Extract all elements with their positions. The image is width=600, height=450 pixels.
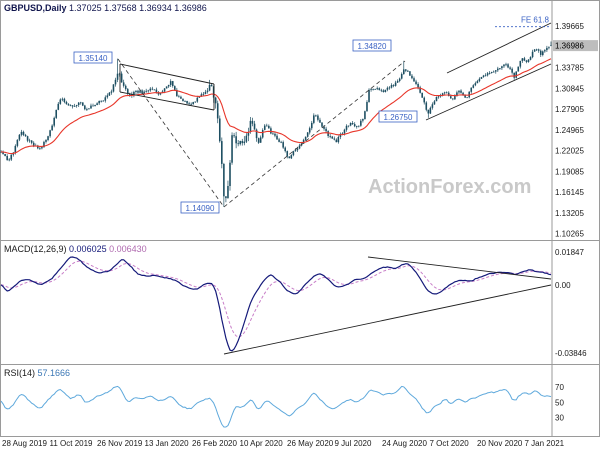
svg-text:1.24965: 1.24965: [555, 126, 584, 135]
svg-text:0.01847: 0.01847: [555, 248, 584, 257]
current-price-marker: [553, 40, 598, 52]
svg-text:1.13205: 1.13205: [555, 209, 584, 218]
macd-value-signal: 0.006430: [109, 244, 147, 254]
low-value: 1.36934: [139, 3, 172, 13]
date-axis: 28 Aug 2019 11 Oct 2019 26 Nov 2019 13 Jan …: [0, 437, 600, 450]
macd-name: MACD(12,26,9): [4, 244, 67, 254]
date-label: 20 Nov 2020: [477, 439, 523, 448]
rsi-panel-canvas[interactable]: 70 50 30: [0, 365, 600, 437]
svg-text:1.19085: 1.19085: [555, 167, 584, 176]
candle-bodies: [0, 45, 552, 199]
macd-trendlines[interactable]: [223, 256, 552, 355]
svg-text:1.26750: 1.26750: [384, 113, 413, 122]
rsi-value: 57.1666: [37, 368, 71, 378]
svg-text:1.14090: 1.14090: [186, 204, 215, 213]
symbol-timeframe-label: GBPUSD,Daily: [4, 3, 67, 13]
rsi-line: [0, 385, 552, 428]
svg-text:50: 50: [555, 398, 564, 407]
current-price-value: 1.36986: [555, 42, 584, 51]
price-labels: 1.35140 1.34820 1.26750 1.14090: [73, 39, 418, 214]
svg-text:0.00: 0.00: [555, 281, 571, 290]
svg-text:1.10265: 1.10265: [555, 230, 584, 239]
date-label: 9 Jul 2020: [334, 439, 372, 448]
date-label: 13 Jan 2020: [144, 439, 189, 448]
fe-label: FE 61.8: [521, 16, 550, 25]
close-value: 1.36986: [174, 3, 207, 13]
svg-text:1.35140: 1.35140: [79, 54, 108, 63]
rsi-name: RSI(14): [4, 368, 36, 378]
macd-value-main: 0.006025: [69, 244, 107, 254]
date-label: 26 May 2020: [287, 439, 334, 448]
date-label: 11 Oct 2019: [49, 439, 93, 448]
date-label: 7 Jan 2021: [524, 439, 565, 448]
macd-main-line: [0, 256, 552, 352]
svg-text:1.33785: 1.33785: [555, 64, 584, 73]
trendlines[interactable]: [119, 22, 552, 121]
moving-average-line: [0, 58, 552, 155]
svg-text:30: 30: [555, 414, 564, 423]
date-label: 7 Oct 2020: [429, 439, 469, 448]
macd-indicator-label: MACD(12,26,9) 0.006025 0.006430: [4, 244, 147, 254]
dashed-projection-lines[interactable]: [117, 58, 406, 208]
svg-text:1.22025: 1.22025: [555, 147, 584, 156]
svg-text:1.27905: 1.27905: [555, 105, 584, 114]
svg-text:-0.03846: -0.03846: [555, 349, 587, 358]
date-label: 28 Aug 2019: [2, 439, 47, 448]
rsi-axis-labels: 70 50 30: [555, 383, 564, 422]
date-label: 10 Apr 2020: [239, 439, 283, 448]
date-label: 26 Nov 2019: [97, 439, 143, 448]
watermark: ActionForex.com: [368, 176, 532, 198]
date-label: 26 Feb 2020: [192, 439, 237, 448]
svg-text:1.39665: 1.39665: [555, 22, 584, 31]
high-value: 1.37568: [104, 3, 137, 13]
svg-text:1.30845: 1.30845: [555, 84, 584, 93]
macd-axis-labels: 0.01847 0.00 -0.03846: [555, 248, 587, 358]
svg-text:70: 70: [555, 383, 564, 392]
macd-panel-canvas[interactable]: 0.01847 0.00 -0.03846: [0, 241, 600, 365]
price-panel-canvas[interactable]: FE 61.8 1.35140 1.34820 1.26750 1.14090 1.396…: [0, 0, 600, 241]
candle-wicks: [0, 41, 552, 207]
chart-title: GBPUSD,Daily 1.37025 1.37568 1.36934 1.3…: [4, 3, 207, 13]
price-axis-labels: 1.39665 1.33785 1.30845 1.27905 1.24965 1.220…: [555, 22, 584, 238]
open-value: 1.37025: [69, 3, 102, 13]
svg-text:1.16145: 1.16145: [555, 188, 584, 197]
svg-text:1.34820: 1.34820: [358, 42, 387, 51]
rsi-indicator-label: RSI(14) 57.1666: [4, 368, 70, 378]
date-label: 24 Aug 2020: [382, 439, 427, 448]
macd-signal-line: [0, 260, 552, 338]
